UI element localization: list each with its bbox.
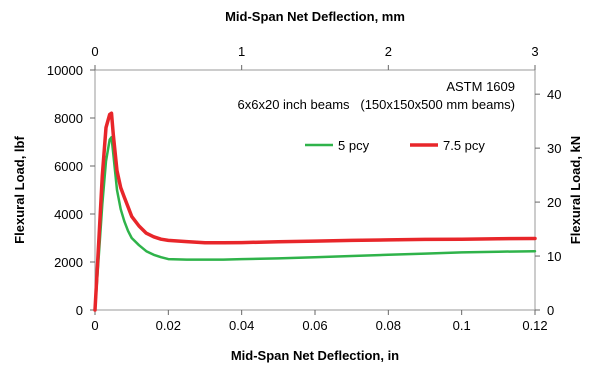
- x-tick-label: 0.04: [229, 318, 254, 333]
- y2-tick-label: 0: [547, 303, 554, 318]
- y2-tick-label: 10: [547, 249, 561, 264]
- x-tick-label: 0.02: [156, 318, 181, 333]
- series-line-0: [93, 135, 537, 312]
- legend-label-1: 7.5 pcy: [443, 138, 485, 153]
- x-tick-label: 0: [91, 318, 98, 333]
- x2-tick-label: 3: [531, 44, 538, 59]
- y-tick-label: 4000: [54, 207, 83, 222]
- beam-size-annotation: 6x6x20 inch beams (150x150x500 mm beams): [238, 97, 515, 112]
- x-tick-label: 0.08: [376, 318, 401, 333]
- series-layer: [93, 111, 537, 312]
- legend: 5 pcy 7.5 pcy: [305, 138, 485, 153]
- y-axis-title: Flexural Load, lbf: [12, 136, 27, 244]
- y-tick-label: 0: [76, 303, 83, 318]
- y-tick-label: 2000: [54, 255, 83, 270]
- x-axis-title: Mid-Span Net Deflection, in: [231, 348, 399, 363]
- axis-ticks: 0 0.02 0.04 0.06 0.08 0.1 0.120200040006000800…: [47, 44, 562, 333]
- x-tick-label: 0.12: [522, 318, 547, 333]
- x2-tick-label: 1: [238, 44, 245, 59]
- y2-axis-title: Flexural Load, kN: [568, 136, 583, 244]
- y-tick-label: 10000: [47, 63, 83, 78]
- x2-tick-label: 0: [91, 44, 98, 59]
- y2-tick-label: 20: [547, 195, 561, 210]
- x-tick-label: 0.1: [453, 318, 471, 333]
- y2-tick-label: 30: [547, 141, 561, 156]
- standard-annotation: ASTM 1609: [446, 79, 515, 94]
- series-line-1: [93, 111, 537, 312]
- y2-tick-label: 40: [547, 87, 561, 102]
- x-tick-label: 0.06: [302, 318, 327, 333]
- y-tick-label: 6000: [54, 159, 83, 174]
- plot-area: [94, 69, 536, 311]
- y-tick-label: 8000: [54, 111, 83, 126]
- x2-axis-title: Mid-Span Net Deflection, mm: [225, 9, 405, 24]
- legend-label-0: 5 pcy: [338, 138, 370, 153]
- x2-tick-label: 2: [385, 44, 392, 59]
